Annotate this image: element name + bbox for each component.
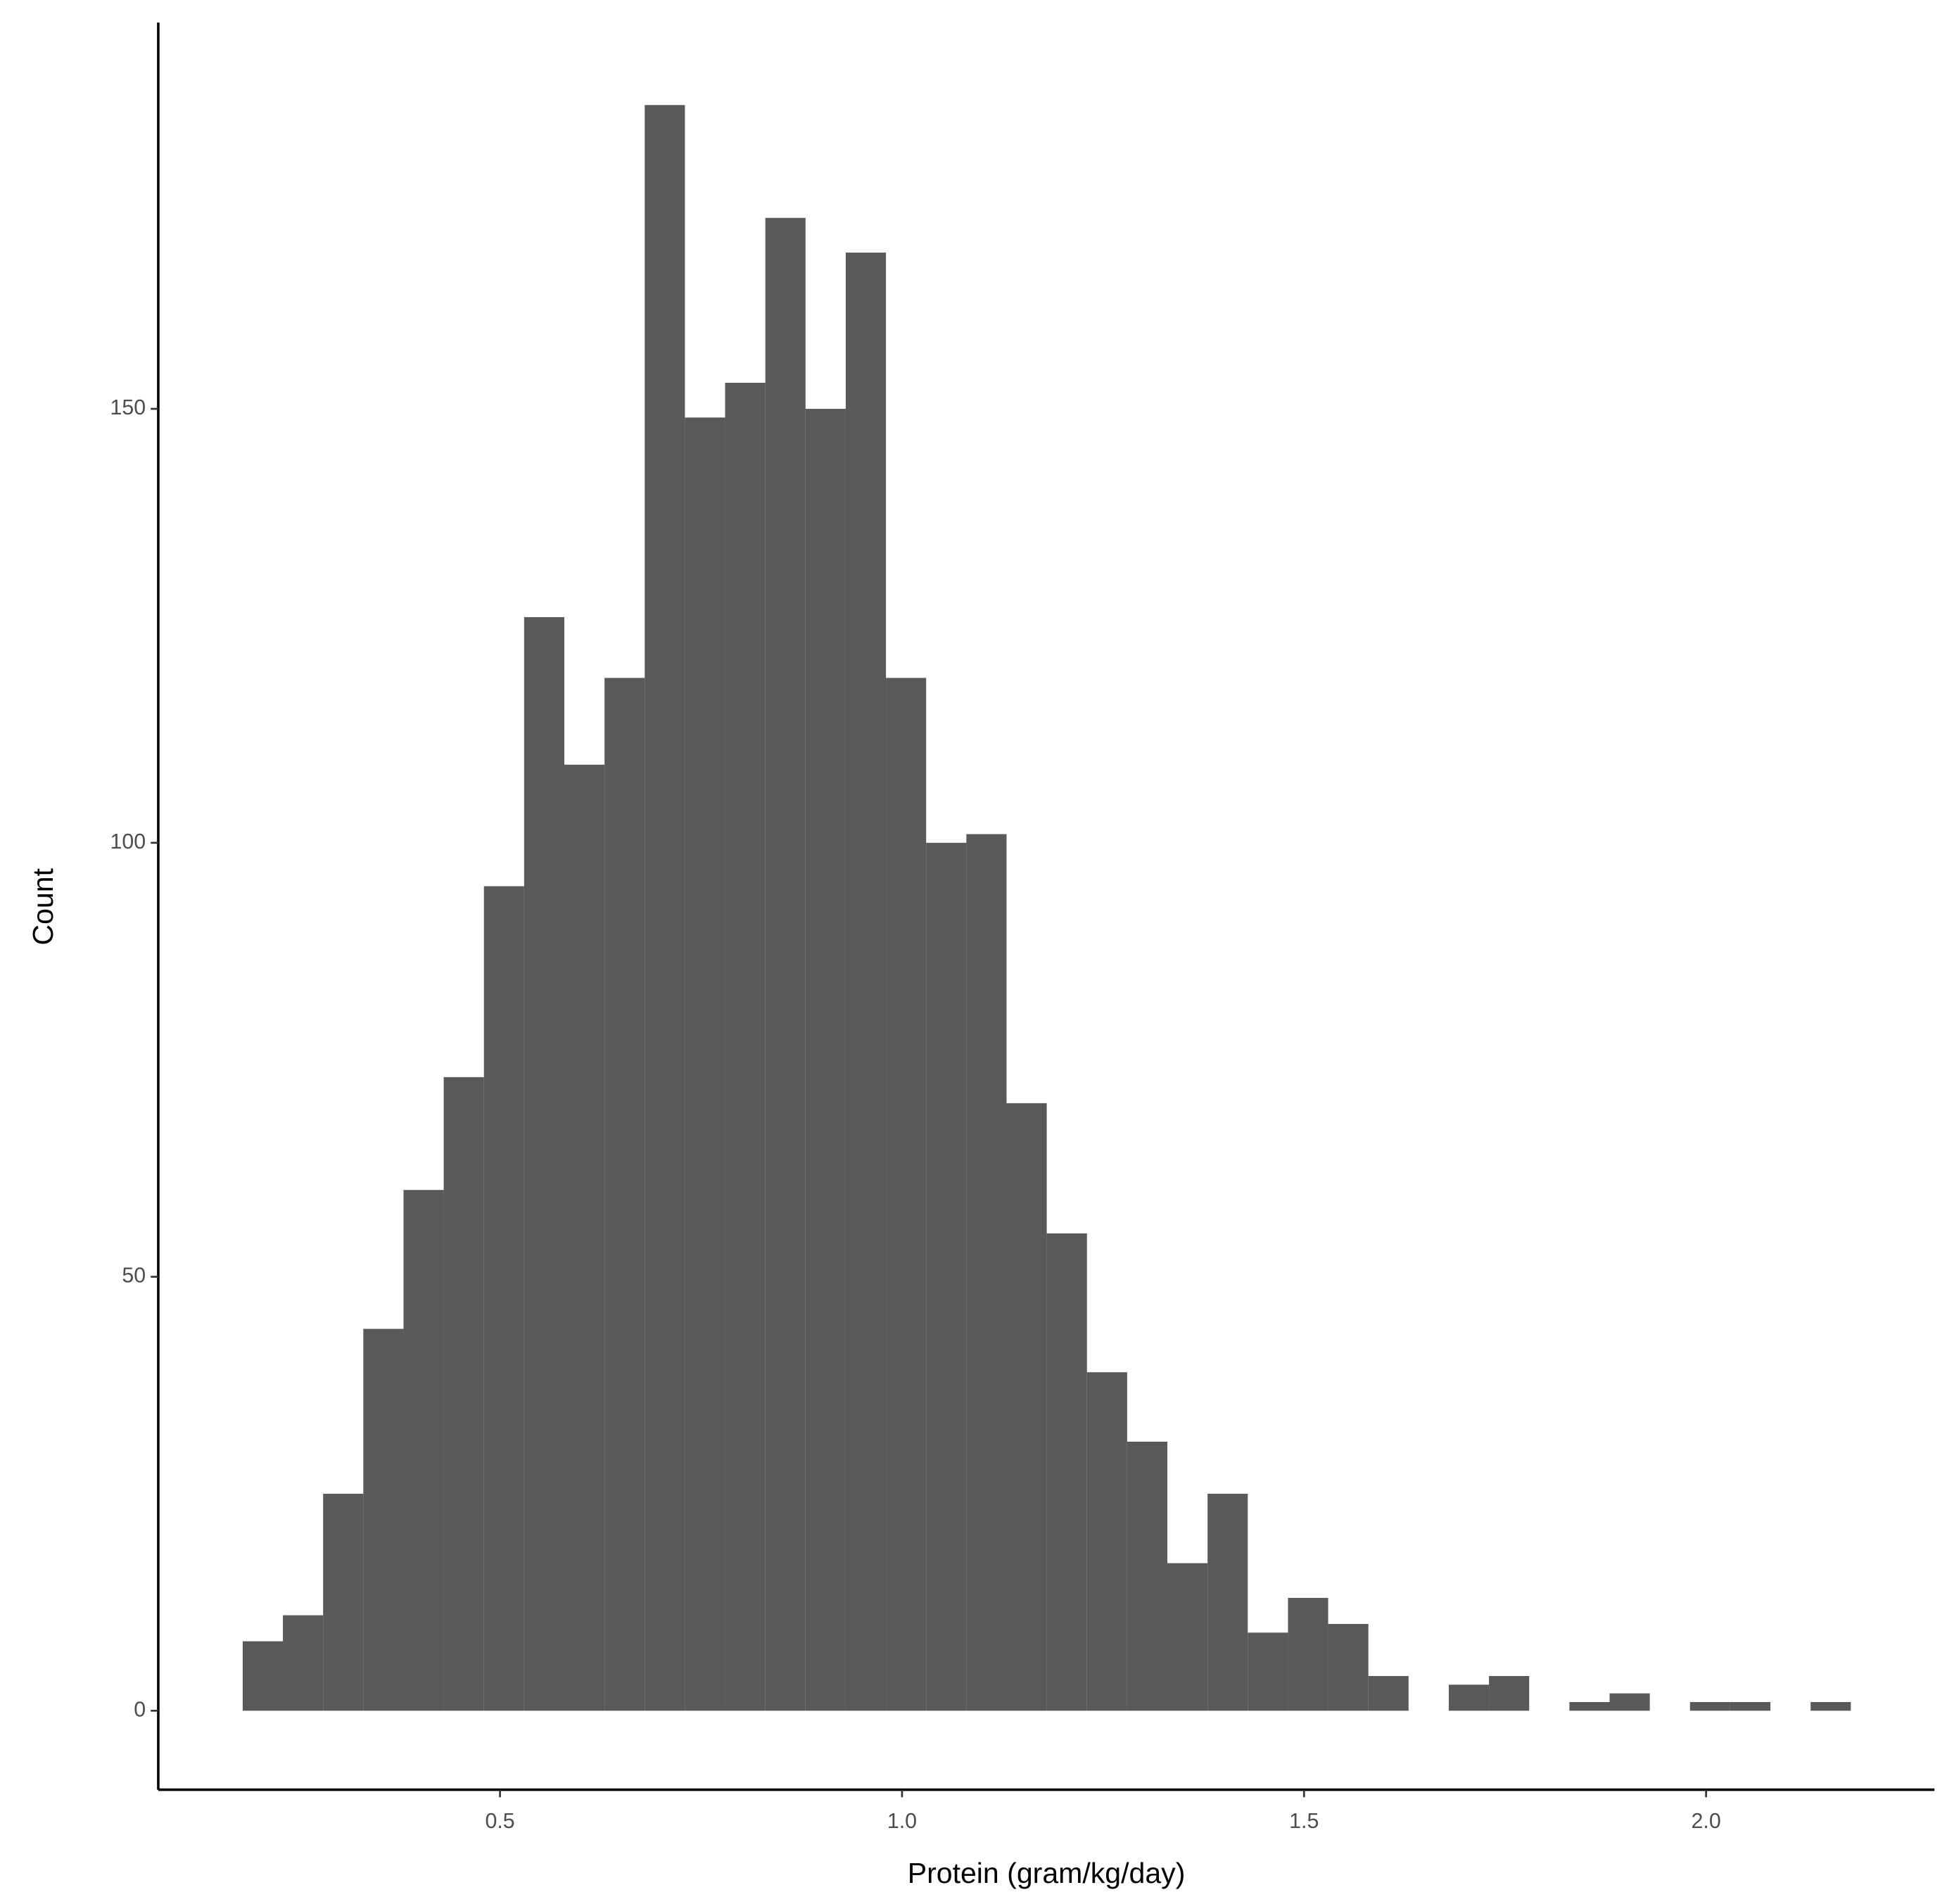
- bar: [604, 678, 645, 1711]
- bar: [1368, 1675, 1409, 1711]
- bar: [443, 1077, 484, 1711]
- bar: [1609, 1693, 1650, 1711]
- y-tick-label: 50: [122, 1264, 146, 1288]
- bar: [966, 834, 1007, 1711]
- bar: [1489, 1675, 1530, 1711]
- x-tick-label: 1.5: [1289, 1810, 1319, 1833]
- bar: [1810, 1701, 1851, 1711]
- x-tick-label: 1.0: [887, 1810, 917, 1833]
- bar: [765, 217, 806, 1711]
- bar: [685, 417, 725, 1711]
- bar: [725, 383, 766, 1711]
- y-tick-label: 150: [110, 396, 146, 419]
- bar: [1448, 1684, 1490, 1711]
- bar: [403, 1190, 444, 1711]
- bar: [926, 842, 967, 1711]
- bar: [1248, 1632, 1288, 1711]
- bar: [1730, 1701, 1771, 1711]
- bar: [483, 886, 524, 1711]
- bar: [645, 105, 685, 1711]
- bar: [564, 764, 605, 1711]
- bar: [363, 1328, 404, 1711]
- bar: [1086, 1372, 1127, 1711]
- y-tick-label: 100: [110, 830, 146, 853]
- bar: [886, 678, 927, 1711]
- bar: [1127, 1441, 1168, 1711]
- bar: [242, 1641, 284, 1711]
- bar: [323, 1493, 364, 1711]
- bar: [1046, 1233, 1087, 1711]
- bar: [1328, 1623, 1369, 1711]
- bar: [283, 1615, 324, 1711]
- x-tick-label: 0.5: [485, 1810, 514, 1833]
- bar: [524, 617, 564, 1711]
- y-tick-label: 0: [134, 1698, 146, 1721]
- x-tick-label: 2.0: [1692, 1810, 1721, 1833]
- bar: [845, 253, 887, 1711]
- bar: [805, 409, 846, 1711]
- bar: [1207, 1493, 1248, 1711]
- y-axis-title: Count: [27, 868, 59, 945]
- bar: [1569, 1701, 1610, 1711]
- bar: [1167, 1563, 1208, 1711]
- x-axis-title: Protein (gram/kg/day): [908, 1857, 1186, 1889]
- bar: [1288, 1597, 1328, 1711]
- bar: [1006, 1103, 1047, 1711]
- bar: [1689, 1701, 1730, 1711]
